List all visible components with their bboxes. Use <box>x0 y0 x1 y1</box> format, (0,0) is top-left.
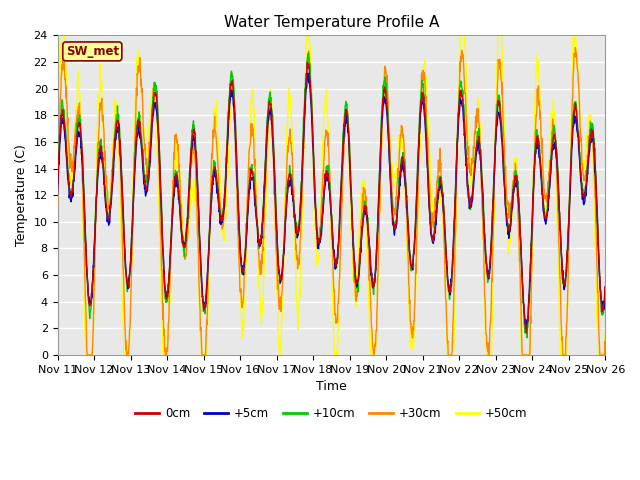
X-axis label: Time: Time <box>316 380 347 393</box>
Legend: 0cm, +5cm, +10cm, +30cm, +50cm: 0cm, +5cm, +10cm, +30cm, +50cm <box>131 402 532 425</box>
Title: Water Temperature Profile A: Water Temperature Profile A <box>224 15 439 30</box>
Y-axis label: Temperature (C): Temperature (C) <box>15 144 28 246</box>
Text: SW_met: SW_met <box>66 45 119 58</box>
